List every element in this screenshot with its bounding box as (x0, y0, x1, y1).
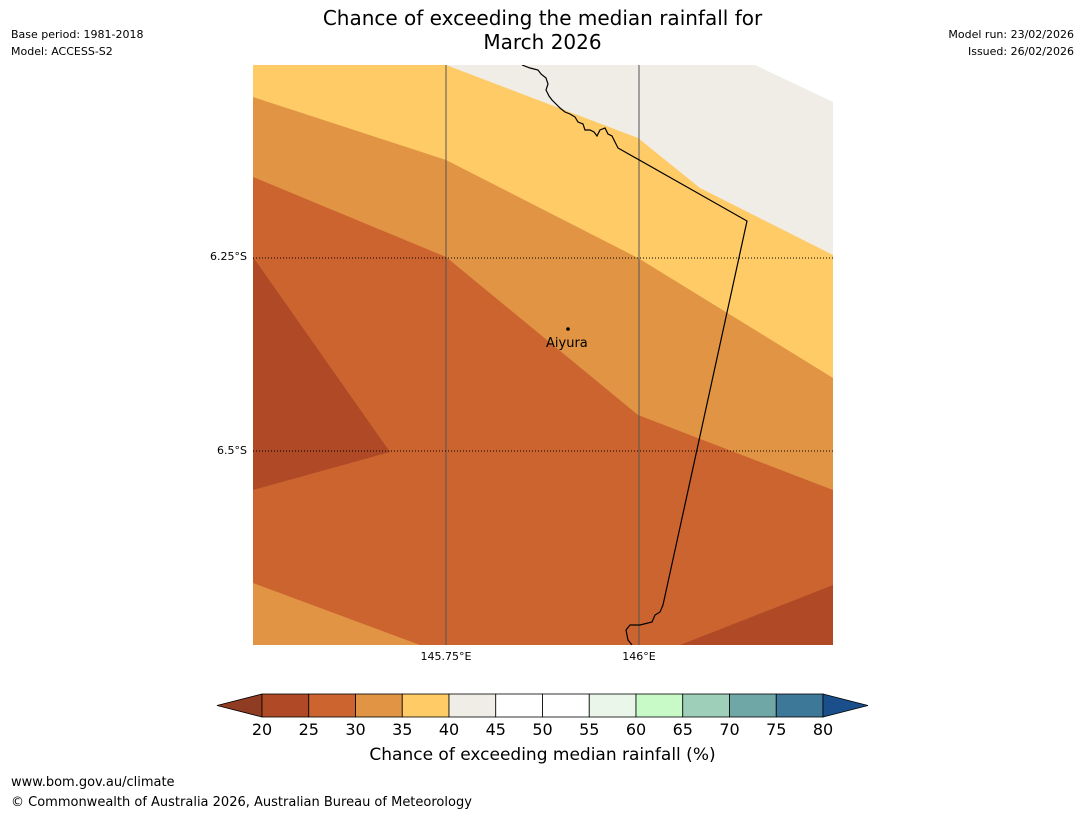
model-run: Model run: 23/02/2026 (948, 28, 1074, 41)
colorbar-tick-80: 80 (812, 720, 834, 739)
colorbar-cell-20-25 (261, 693, 310, 718)
colorbar-tick-30: 30 (345, 720, 366, 739)
base-period: Base period: 1981-2018 (11, 28, 144, 41)
colorbar-label: Chance of exceeding median rainfall (%) (369, 745, 716, 765)
colorbar-cell-45-50 (495, 693, 543, 718)
province-boundary (521, 65, 748, 645)
colorbar-cell-55-60 (588, 693, 637, 718)
colorbar-cell-35-40 (401, 693, 450, 718)
lat-label-6-25: 6.25°S (210, 250, 247, 263)
colorbar-tick-70: 70 (719, 720, 740, 739)
aiyura-marker (566, 327, 570, 331)
footer-website: www.bom.gov.au/climate (11, 775, 175, 790)
colorbar-cell-40-45 (448, 693, 497, 718)
model-name: Model: ACCESS-S2 (11, 45, 113, 58)
colorbar (216, 693, 869, 718)
colorbar-cell-25-30 (308, 693, 356, 718)
colorbar-tick-40: 40 (438, 720, 460, 739)
metadata-right: Model run: 23/02/2026 Issued: 26/02/2026 (948, 26, 1074, 60)
title-line-1: Chance of exceeding the median rainfall … (322, 6, 763, 30)
footer-copyright: © Commonwealth of Australia 2026, Austra… (11, 795, 472, 810)
map-no-data-corner (755, 65, 833, 102)
colorbar-cell-50-55 (542, 693, 590, 718)
lon-label-145-75: 145.75°E (420, 650, 472, 663)
colorbar-tick-50: 50 (532, 720, 553, 739)
colorbar-cell-75-80 (775, 693, 824, 718)
lat-label-6-5: 6.5°S (217, 444, 247, 457)
rainfall-map (253, 65, 833, 645)
colorbar-tick-20: 20 (251, 720, 273, 739)
place-label-aiyura: Aiyura (546, 336, 588, 351)
colorbar-cell-60-65 (635, 693, 684, 718)
colorbar-cell-65-70 (682, 693, 730, 718)
colorbar-extend-high (822, 693, 869, 718)
colorbar-cell-30-35 (355, 693, 403, 718)
colorbar-tick-35: 35 (392, 720, 413, 739)
lon-label-146: 146°E (622, 650, 656, 663)
colorbar-tick-45: 45 (485, 720, 506, 739)
band-20-25-southeast (680, 585, 833, 645)
colorbar-cell-70-75 (729, 693, 777, 718)
colorbar-tick-60: 60 (625, 720, 647, 739)
band-20-25-west (253, 257, 390, 490)
band-40-45 (446, 65, 833, 255)
issued-date: Issued: 26/02/2026 (967, 45, 1074, 58)
colorbar-tick-75: 75 (766, 720, 787, 739)
colorbar-tick-55: 55 (579, 720, 600, 739)
colorbar-tick-25: 25 (298, 720, 319, 739)
title-line-2: March 2026 (483, 30, 602, 54)
band-25-30 (253, 177, 833, 645)
map-title: Chance of exceeding the median rainfall … (0, 6, 1085, 54)
metadata-left: Base period: 1981-2018 Model: ACCESS-S2 (11, 26, 143, 60)
colorbar-extend-low (216, 693, 263, 718)
colorbar-tick-65: 65 (672, 720, 693, 739)
